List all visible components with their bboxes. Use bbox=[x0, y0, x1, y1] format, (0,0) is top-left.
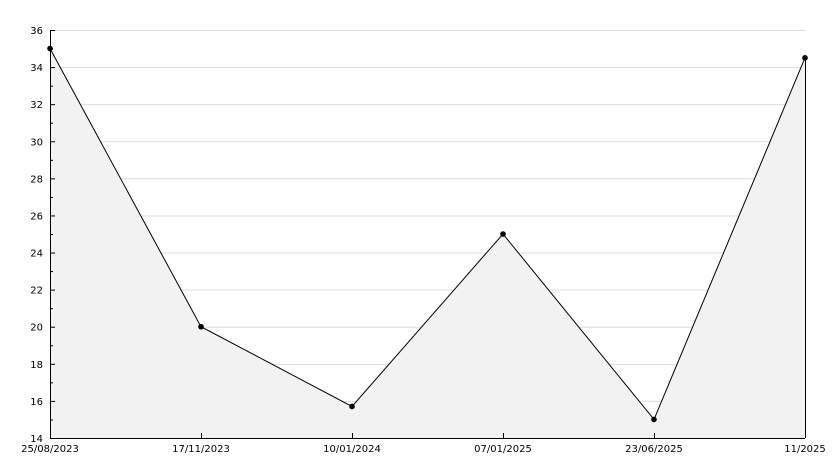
y-tick-label: 20 bbox=[30, 323, 43, 334]
y-tick-label: 36 bbox=[30, 26, 43, 37]
data-point-marker bbox=[349, 403, 355, 410]
data-point-marker bbox=[651, 416, 657, 423]
y-tick-label: 24 bbox=[30, 249, 43, 260]
area-fill bbox=[50, 48, 805, 438]
x-axis: 25/08/2023 17/11/2023 10/01/2024 07/01/2025… bbox=[21, 57, 826, 455]
data-point-marker bbox=[802, 55, 808, 61]
x-tick-label: 25/08/2023 bbox=[21, 444, 79, 455]
y-tick-label: 18 bbox=[30, 360, 43, 371]
y-tick-label: 16 bbox=[30, 397, 43, 408]
y-tick-label: 22 bbox=[30, 286, 43, 297]
y-tick-label: 14 bbox=[30, 434, 43, 445]
series-line bbox=[49, 48, 806, 421]
y-tick-label: 32 bbox=[30, 100, 43, 111]
x-tick-label: 23/06/2025 bbox=[625, 444, 683, 455]
x-tick-label: 07/01/2025 bbox=[474, 444, 532, 455]
data-point-marker bbox=[500, 231, 506, 237]
data-point-marker bbox=[198, 323, 204, 330]
x-tick-label: 17/11/2023 bbox=[172, 444, 230, 455]
data-point-marker bbox=[47, 45, 53, 52]
y-tick-label: 34 bbox=[30, 63, 43, 74]
y-tick-label: 30 bbox=[30, 137, 43, 148]
x-tick-label: 10/01/2024 bbox=[323, 444, 381, 455]
x-tick-label: 11/2025 bbox=[784, 444, 826, 455]
y-axis: 14 16 18 20 22 24 26 28 30 32 34 36 bbox=[30, 26, 55, 445]
y-tick-label: 26 bbox=[30, 211, 43, 222]
markers bbox=[47, 45, 808, 423]
y-tick-label: 28 bbox=[30, 174, 43, 185]
